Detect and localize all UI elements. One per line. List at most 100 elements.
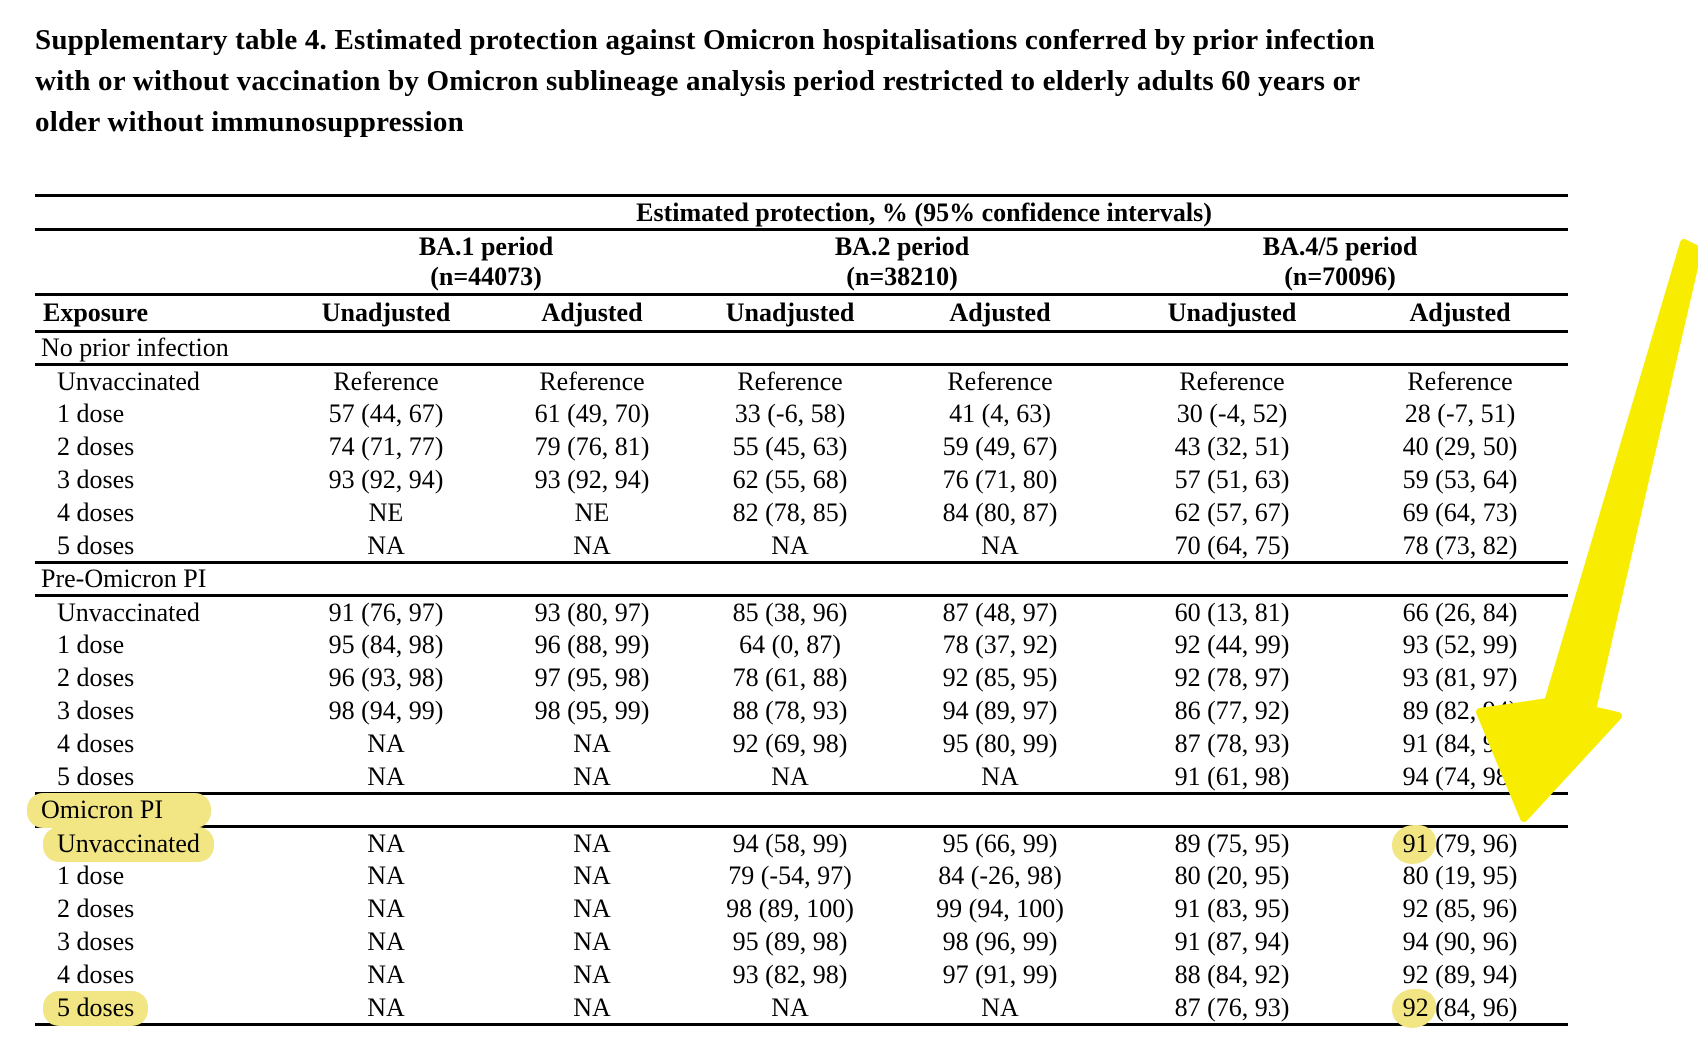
value-cell: 33 (-6, 58) bbox=[734, 399, 846, 429]
value-cell: 62 (57, 67) bbox=[1174, 498, 1290, 528]
value-cell: 92 (89, 94) bbox=[1402, 960, 1518, 990]
table-row: 4 doses NA NA 92 (69, 98) 95 (80, 99) 87 (78,… bbox=[35, 728, 1568, 761]
table-row: Unvaccinated Reference Reference Reference R… bbox=[35, 365, 1568, 398]
table-row: 4 doses NA NA 93 (82, 98) 97 (91, 99) 88 (84,… bbox=[35, 959, 1568, 992]
value-cell: 84 (-26, 98) bbox=[938, 861, 1062, 891]
col-header-unadjusted-2: Unadjusted bbox=[692, 294, 888, 333]
period-n: (n=70096) bbox=[1284, 262, 1396, 291]
value-cell: NA bbox=[367, 960, 405, 990]
value-cell: 28 (-7, 51) bbox=[1404, 399, 1516, 429]
section-label: No prior infection bbox=[35, 331, 1569, 366]
value-cell: 78 (73, 82) bbox=[1352, 529, 1569, 564]
exposure-cell: 3 doses bbox=[57, 465, 135, 495]
col-header-adjusted-3: Adjusted bbox=[1352, 294, 1569, 333]
value-cell: NA bbox=[492, 760, 692, 795]
value-cell: 92 (78, 97) bbox=[1174, 663, 1290, 693]
period-n: (n=44073) bbox=[430, 262, 542, 291]
value-cell: 69 (64, 73) bbox=[1402, 498, 1518, 528]
value-cell: 43 (32, 51) bbox=[1174, 432, 1290, 462]
value-cell: 82 (78, 85) bbox=[732, 498, 848, 528]
col-header-unadjusted-1: Unadjusted bbox=[280, 294, 492, 333]
value-cell: 94 (58, 99) bbox=[732, 829, 848, 859]
period-n: (n=38210) bbox=[846, 262, 958, 291]
table-row: 4 doses NE NE 82 (78, 85) 84 (80, 87) 62 (57,… bbox=[35, 497, 1568, 530]
value-cell: NA bbox=[888, 529, 1112, 564]
value-cell: Reference bbox=[333, 367, 439, 397]
value-cell: 59 (53, 64) bbox=[1402, 465, 1518, 495]
exposure-cell: 5 doses bbox=[35, 760, 280, 795]
value-cell: NA bbox=[573, 829, 611, 859]
period-header-ba2: BA.2 period (n=38210) bbox=[692, 229, 1112, 296]
value-cell: 97 (91, 99) bbox=[942, 960, 1058, 990]
table-row: 5 doses NA NA NA NA 70 (64, 75) 78 (73, 82) bbox=[35, 529, 1569, 564]
protection-table: Estimated protection, % (95% confidence … bbox=[27, 194, 1569, 1028]
value-cell: 79 (-54, 97) bbox=[728, 861, 852, 891]
value-cell: 92 (44, 99) bbox=[1174, 630, 1290, 660]
exposure-cell: 3 doses bbox=[57, 696, 135, 726]
value-cell: 92 (85, 95) bbox=[942, 663, 1058, 693]
value-cell: 79 (76, 81) bbox=[534, 432, 650, 462]
value-cell: 95 (80, 99) bbox=[942, 729, 1058, 759]
value-cell: 96 (88, 99) bbox=[534, 630, 650, 660]
section-label: Omicron PI bbox=[27, 793, 1569, 829]
col-header-exposure: Exposure bbox=[35, 294, 280, 333]
period-header-ba45: BA.4/5 period (n=70096) bbox=[1112, 229, 1569, 296]
span-header-row: Estimated protection, % (95% confidence … bbox=[35, 195, 1569, 231]
table-row: 5 doses NA NA NA NA 87 (76, 93) 92 (84, 96) bbox=[35, 988, 1569, 1028]
value-cell: 95 (89, 98) bbox=[732, 927, 848, 957]
table-row: 1 dose NA NA 79 (-54, 97) 84 (-26, 98) 80 (20… bbox=[35, 860, 1568, 893]
value-cell: 96 (93, 98) bbox=[328, 663, 444, 693]
value-cell: 40 (29, 50) bbox=[1402, 432, 1518, 462]
title-line-2: with or without vaccination by Omicron s… bbox=[35, 65, 1361, 97]
table-row: Unvaccinated 91 (76, 97) 93 (80, 97) 85 (38… bbox=[35, 596, 1568, 629]
highlight-marker: Omicron PI bbox=[27, 793, 212, 829]
section-row: Omicron PI bbox=[27, 793, 1569, 829]
value-cell: 99 (94, 100) bbox=[936, 894, 1064, 924]
value-cell: 91 (84, 95) bbox=[1402, 729, 1518, 759]
value-cell: 62 (55, 68) bbox=[732, 465, 848, 495]
col-header-adjusted-1: Adjusted bbox=[492, 294, 692, 333]
exposure-cell: 3 doses bbox=[57, 927, 135, 957]
value-cell: NA bbox=[888, 760, 1112, 795]
period-label: BA.4/5 period bbox=[1262, 232, 1418, 261]
table-row: Unvaccinated NA NA 94 (58, 99) 95 (66, 99) 89… bbox=[35, 825, 1568, 865]
value-cell: 55 (45, 63) bbox=[732, 432, 848, 462]
title-line-1: Supplementary table 4. Estimated protect… bbox=[35, 24, 1375, 56]
value-cell: 61 (49, 70) bbox=[534, 399, 650, 429]
value-cell: 91 (79, 96) bbox=[1352, 825, 1568, 865]
value-cell: NE bbox=[574, 498, 610, 528]
title-line-3: older without immunosuppression bbox=[35, 106, 464, 138]
exposure-cell: 4 doses bbox=[57, 960, 135, 990]
value-cell: NA bbox=[280, 760, 492, 795]
value-cell: NA bbox=[367, 829, 405, 859]
value-cell: 87 (76, 93) bbox=[1112, 991, 1352, 1026]
value-cell: 93 (82, 98) bbox=[732, 960, 848, 990]
value-cell: 30 (-4, 52) bbox=[1176, 399, 1288, 429]
table-row: 2 doses 74 (71, 77) 79 (76, 81) 55 (45, 63)… bbox=[35, 431, 1568, 464]
table-row: 1 dose 95 (84, 98) 96 (88, 99) 64 (0, 87) 78… bbox=[35, 629, 1568, 662]
table-row: 3 doses NA NA 95 (89, 98) 98 (96, 99) 91 (87,… bbox=[35, 926, 1568, 959]
period-label: BA.1 period bbox=[418, 232, 554, 261]
value-cell: NA bbox=[492, 991, 692, 1026]
highlight-blob: 92 bbox=[1391, 988, 1436, 1028]
value-cell: 78 (61, 88) bbox=[732, 663, 848, 693]
value-cell: 98 (95, 99) bbox=[534, 696, 650, 726]
value-cell: NA bbox=[573, 861, 611, 891]
value-cell: 98 (96, 99) bbox=[942, 927, 1058, 957]
value-cell: 91 (87, 94) bbox=[1174, 927, 1290, 957]
value-cell: 60 (13, 81) bbox=[1174, 598, 1290, 628]
value-cell: 88 (84, 92) bbox=[1174, 960, 1290, 990]
exposure-cell: 2 doses bbox=[57, 894, 135, 924]
value-cell: 64 (0, 87) bbox=[739, 630, 841, 660]
value-cell: NA bbox=[888, 991, 1112, 1026]
value-cell: 80 (19, 95) bbox=[1402, 861, 1518, 891]
value-cell: 93 (92, 94) bbox=[534, 465, 650, 495]
empty-corner-cell bbox=[35, 229, 280, 296]
value-cell: NA bbox=[367, 861, 405, 891]
table-body: No prior infection Unvaccinated Reference R… bbox=[27, 331, 1569, 1028]
value-cell: 95 (66, 99) bbox=[942, 829, 1058, 859]
value-cell: 86 (77, 92) bbox=[1174, 696, 1290, 726]
value-cell: Reference bbox=[539, 367, 645, 397]
period-header-ba1: BA.1 period (n=44073) bbox=[280, 229, 692, 296]
exposure-cell: 1 dose bbox=[57, 861, 125, 891]
